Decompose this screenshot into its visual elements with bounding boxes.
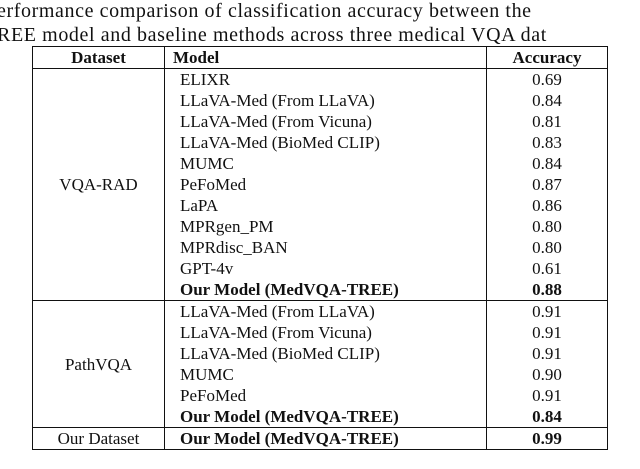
table-row: LLaVA-Med (BioMed CLIP) 0.91: [33, 343, 608, 364]
table-row: MUMC 0.84: [33, 153, 608, 174]
table-row: GPT-4v 0.61: [33, 258, 608, 279]
model-cell: LLaVA-Med (From Vicuna): [164, 111, 487, 132]
model-cell: MPRgen_PM: [164, 216, 487, 237]
model-cell: MUMC: [164, 153, 487, 174]
table-row: MUMC 0.90: [33, 364, 608, 385]
table-row: Our Model (MedVQA-TREE) 0.84: [33, 406, 608, 428]
model-cell: PeFoMed: [164, 385, 487, 406]
accuracy-cell: 0.86: [532, 196, 562, 215]
table-row: MPRgen_PM 0.80: [33, 216, 608, 237]
model-cell: PeFoMed: [164, 174, 487, 195]
accuracy-cell: 0.83: [532, 133, 562, 152]
header-cell: Model: [164, 46, 487, 69]
table-row: PeFoMed 0.87: [33, 174, 608, 195]
table-row: PathVQA LLaVA-Med (From LLaVA) 0.91: [32, 300, 608, 428]
accuracy-cell: 0.81: [532, 112, 562, 131]
model-cell: Our Model (MedVQA-TREE): [164, 279, 487, 301]
results-table: Dataset Model Accuracy VQA-RAD ELIXR 0.69 L…: [32, 46, 608, 450]
model-cell: LLaVA-Med (BioMed CLIP): [164, 343, 487, 364]
model-cell: LLaVA-Med (BioMed CLIP): [164, 132, 487, 153]
model-cell: LLaVA-Med (From LLaVA): [164, 90, 487, 111]
header-cell: Dataset: [32, 46, 165, 69]
accuracy-cell: 0.61: [532, 259, 562, 278]
accuracy-cell: 0.87: [532, 175, 562, 194]
table-row: Our Model (MedVQA-TREE) 0.88: [33, 279, 608, 301]
accuracy-cell: 0.91: [486, 300, 608, 322]
caption-line: erformance comparison of classification …: [0, 0, 532, 22]
model-cell: LLaVA-Med (From LLaVA): [164, 300, 487, 322]
dataset-cell: Our Dataset: [32, 427, 165, 450]
model-cell: Our Model (MedVQA-TREE): [164, 427, 487, 450]
table-row: Our Dataset Our Model (MedVQA-TREE) 0.99: [32, 427, 608, 450]
accuracy-cell: 0.84: [532, 91, 562, 110]
model-cell: Our Model (MedVQA-TREE): [164, 406, 487, 428]
table-row: LLaVA-Med (From LLaVA) 0.84: [33, 90, 608, 111]
dataset-cell: PathVQA: [32, 300, 165, 428]
caption-line: REE model and baseline methods across th…: [0, 24, 547, 46]
accuracy-cell: 0.90: [532, 365, 562, 384]
table-row: LLaVA-Med (From Vicuna) 0.81: [33, 111, 608, 132]
dataset-cell: VQA-RAD: [32, 68, 165, 301]
accuracy-cell: 0.84: [532, 407, 562, 426]
model-cell: MPRdisc_BAN: [164, 237, 487, 258]
accuracy-cell: 0.69: [532, 70, 562, 89]
table-row: PeFoMed 0.91: [33, 385, 608, 406]
table-row: VQA-RAD ELIXR 0.69: [32, 68, 608, 301]
accuracy-cell: 0.91: [532, 344, 562, 363]
header-row: Dataset Model Accuracy: [32, 46, 608, 69]
accuracy-cell: 0.80: [532, 217, 562, 236]
model-cell: GPT-4v: [164, 258, 487, 279]
accuracy-cell: 0.99: [486, 427, 608, 450]
accuracy-cell: 0.80: [532, 238, 562, 257]
accuracy-cell: 0.88: [532, 280, 562, 299]
accuracy-cell: 0.84: [532, 154, 562, 173]
model-cell: LaPA: [164, 195, 487, 216]
accuracy-cell: 0.91: [532, 386, 562, 405]
table-row: LLaVA-Med (From Vicuna) 0.91: [33, 322, 608, 343]
model-cell: LLaVA-Med (From Vicuna): [164, 322, 487, 343]
table-body: VQA-RAD ELIXR 0.69 LLaVA-Med (From LLaVA) 0.…: [32, 68, 608, 450]
table-row: MPRdisc_BAN 0.80: [33, 237, 608, 258]
model-cell: ELIXR: [164, 68, 487, 90]
accuracy-cell: 0.91: [532, 323, 562, 342]
model-cell: MUMC: [164, 364, 487, 385]
table-row: LLaVA-Med (BioMed CLIP) 0.83: [33, 132, 608, 153]
table-row: LaPA 0.86: [33, 195, 608, 216]
header-cell: Accuracy: [486, 46, 608, 69]
